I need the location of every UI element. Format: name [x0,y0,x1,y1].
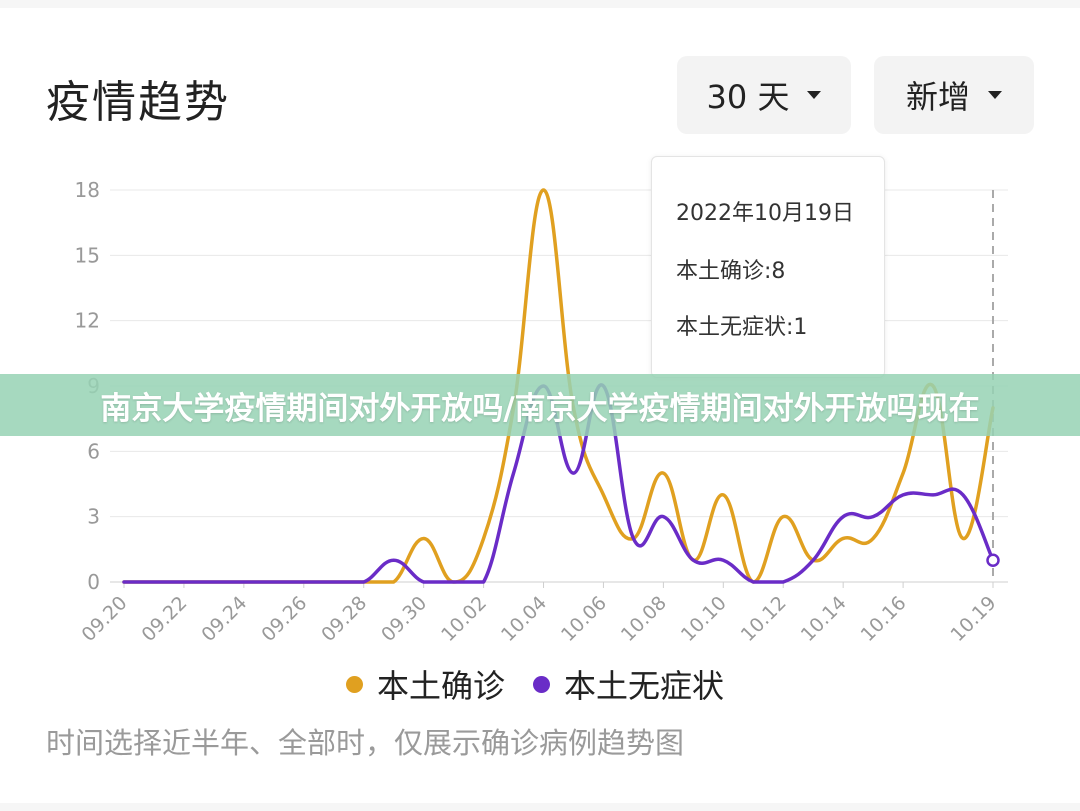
legend-label: 本土确诊 [377,667,506,705]
legend-dot-icon [346,675,363,693]
x-tick-label: 09.28 [317,592,371,646]
tooltip-asymptomatic: 本土无症状:1 [676,315,808,340]
banner-text: 南京大学疫情期间对外开放吗/南京大学疫情期间对外开放吗现在 [100,390,980,427]
chart-tooltip: 2022年10月19日 本土确诊:8 本土无症状:1 [651,156,885,378]
legend-item-asymptomatic[interactable]: 本土无症状 [533,661,724,707]
tooltip-confirmed: 本土确诊:8 [676,259,786,284]
x-tick-label: 10.16 [857,592,911,646]
y-tick-label: 12 [75,309,100,333]
x-tick-label: 10.12 [737,592,791,646]
footnote: 时间选择近半年、全部时，仅展示确诊病例趋势图 [46,726,685,760]
x-tick-label: 10.14 [797,592,851,646]
legend-dot-icon [533,675,551,693]
caret-down-icon [807,91,822,99]
legend-item-confirmed[interactable]: 本土确诊 [346,661,505,707]
x-tick-label: 10.02 [437,592,491,646]
page-title: 疫情趋势 [46,77,230,128]
x-tick-label: 09.22 [137,592,191,646]
x-tick-label: 10.08 [617,592,671,646]
y-tick-label: 0 [87,570,100,594]
range-dropdown[interactable]: 30 天 [677,56,851,134]
caret-down-icon [988,91,1002,99]
range-dropdown-label: 30 天 [706,78,790,116]
y-tick-label: 6 [87,439,100,463]
highlight-point [986,553,1000,567]
type-dropdown[interactable]: 新增 [874,56,1034,134]
y-tick-label: 15 [75,243,100,267]
type-dropdown-label: 新增 [905,78,970,116]
legend-label: 本土无症状 [564,667,725,705]
x-tick-label: 09.24 [197,592,251,646]
x-tick-label: 09.26 [257,592,311,646]
series-line-2 [122,383,995,584]
chart-legend: 本土确诊 本土无症状 [346,662,752,706]
x-tick-label: 10.06 [557,592,611,646]
y-tick-label: 18 [75,178,100,202]
tooltip-date: 2022年10月19日 [676,201,854,226]
x-tick-label: 10.19 [947,592,1001,646]
x-tick-label: 09.30 [377,592,431,646]
x-tick-label: 09.20 [78,592,132,646]
x-tick-label: 10.04 [497,592,551,646]
x-tick-label: 10.10 [677,592,731,646]
overlay-banner: 南京大学疫情期间对外开放吗/南京大学疫情期间对外开放吗现在 [0,374,1080,436]
y-tick-label: 3 [87,505,100,529]
